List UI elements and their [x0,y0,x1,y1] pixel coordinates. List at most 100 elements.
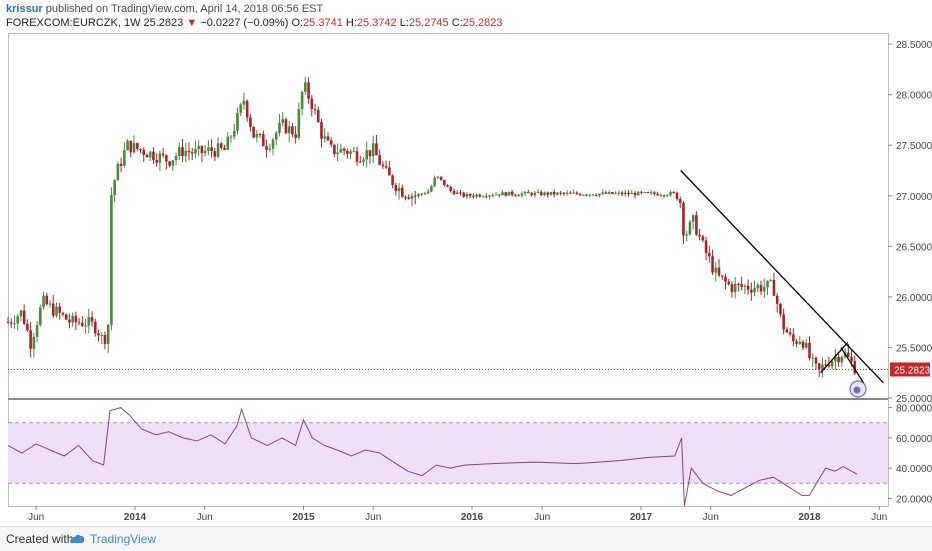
candle-body [391,175,394,186]
candle-body [87,317,91,326]
price-pane-frame [8,33,889,399]
chart-canvas[interactable]: 25.0000 25.5000 26.0000 26.5000 27.0000 27.50… [0,0,932,526]
price-y-tick-label: 26.0000 [896,293,932,304]
candle-body [407,197,411,199]
candle-body [604,192,608,194]
price-y-tick-label: 28.0000 [896,91,932,102]
candle-body [381,164,385,167]
candle-body [591,194,595,196]
candle-body [81,322,84,326]
candle-body [753,288,756,293]
candle-body [430,186,433,192]
high-value: 25.3742 [356,17,397,29]
candle-body [155,160,158,163]
candle-body [730,284,734,292]
candle-body [814,357,818,364]
candle-body [617,192,621,194]
candle-body [336,152,339,154]
candle-body [581,194,585,196]
footer: Created with TradingView [0,526,932,551]
candle-body [181,147,184,156]
candle-body [394,185,398,192]
candle-body [404,196,407,198]
price-change: −0.0227 (−0.09%) [200,17,289,29]
candle-body [61,312,65,315]
open-label: O: [291,17,304,29]
candle-body [643,192,646,194]
candle-body [717,267,721,276]
author-name[interactable]: krissur [6,3,43,15]
low-label: L: [399,17,409,29]
trendline-1[interactable] [680,170,884,384]
candle-body [106,324,110,344]
candle-body [171,160,175,166]
candle-body [740,284,743,287]
candle-body [203,150,207,154]
candle-body [400,187,404,197]
candle-body [488,195,491,197]
candle-body [119,163,123,166]
candle-body [662,195,666,197]
candle-body [727,281,731,285]
candle-body [546,192,550,195]
price-y-tick-label: 28.5000 [896,40,932,51]
candle-body [468,193,472,196]
candle-body [737,283,740,285]
candle-body [762,287,766,292]
candle-body [13,323,16,325]
candle-body [139,148,142,151]
symbol-name: FOREXCOM:EURCZK, 1W [6,17,141,29]
candle-body [245,100,249,118]
candle-body [22,310,26,324]
candle-body [465,193,469,197]
candle-body [695,215,698,235]
candle-body [310,98,314,110]
candle-body [514,194,517,196]
price-y-tick-label: 26.5000 [896,242,932,253]
x-axis-tick-label: Jun [28,512,44,523]
candle-body [200,145,204,154]
candle-body [187,150,191,153]
candle-body [410,195,414,199]
candle-body [307,82,310,99]
candle-body [575,192,579,194]
candle-body [207,147,210,151]
price-y-tick-label: 25.0000 [896,394,932,405]
candle-body [539,191,543,196]
candle-body [775,295,779,304]
candle-body [274,132,278,140]
candle-body [623,192,627,195]
candle-body [216,143,220,157]
candle-body [294,134,297,138]
candle-body [284,119,288,134]
trendline-3[interactable] [840,347,865,384]
candle-body [801,341,805,348]
tradingview-brand-link[interactable]: TradingView [90,532,157,546]
candle-body [433,177,436,187]
candle-body [304,82,307,92]
candle-body [413,195,417,197]
candle-body [342,148,346,151]
candle-body [756,285,760,289]
candle-body [808,342,811,359]
candle-body [588,194,592,196]
candle-body [439,176,443,180]
candle-body [316,110,320,122]
trendline-2[interactable] [820,341,849,374]
last-price-tag [890,362,930,377]
candle-body [229,136,233,138]
x-axis-tick-label: Jun [703,512,719,523]
candle-body [601,192,604,194]
candle-body [329,140,333,145]
candle-body [759,285,763,292]
candle-body [265,146,268,150]
candle-body [255,134,259,138]
candle-body [197,145,200,149]
candle-body [834,357,837,362]
candle-body [210,147,213,152]
close-value: 25.2823 [462,17,503,29]
candle-body [630,192,634,195]
price-y-tick-label: 27.0000 [896,192,932,203]
candle-body [249,117,252,127]
candle-body [478,194,482,197]
